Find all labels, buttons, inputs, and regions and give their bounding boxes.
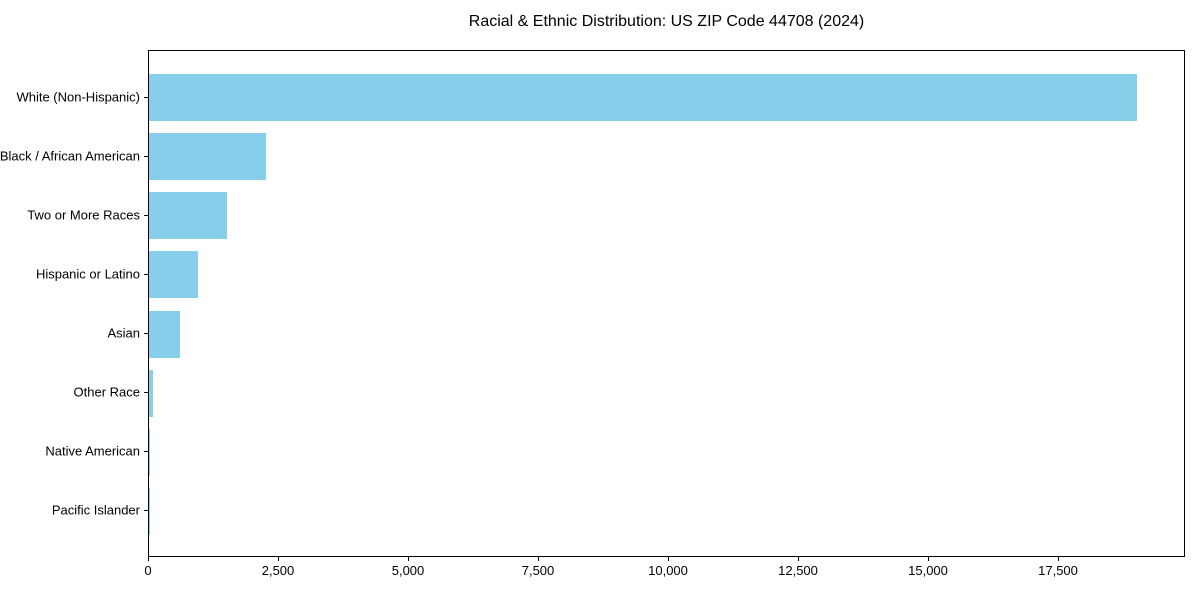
x-tick-label: 2,500 — [261, 563, 295, 578]
y-tick-mark — [144, 97, 148, 98]
y-tick-mark — [144, 274, 148, 275]
x-tick-label: 7,500 — [521, 563, 555, 578]
x-tick-mark — [408, 557, 409, 561]
y-tick-mark — [144, 215, 148, 216]
bar-hispanic-or-latino — [149, 251, 199, 298]
bar-asian — [149, 311, 181, 358]
y-tick-label: White (Non-Hispanic) — [16, 89, 140, 105]
bar-white-non-hispanic — [149, 74, 1137, 121]
x-tick-label: 15,000 — [908, 563, 948, 578]
plot-area — [148, 50, 1185, 557]
x-tick-mark — [148, 557, 149, 561]
y-tick-label: Hispanic or Latino — [35, 266, 140, 282]
x-tick-mark — [798, 557, 799, 561]
bar-pacific-islander — [149, 488, 150, 535]
x-tick-label: 0 — [144, 563, 152, 578]
y-tick-label: Asian — [107, 325, 140, 341]
y-tick-mark — [144, 333, 148, 334]
x-tick-label: 5,000 — [391, 563, 425, 578]
bar-two-or-more-races — [149, 192, 227, 239]
y-tick-label: Native American — [45, 443, 140, 459]
bar-native-american — [149, 429, 151, 476]
y-tick-label: Two or More Races — [27, 207, 140, 223]
y-tick-label: Black / African American — [0, 148, 140, 164]
y-tick-mark — [144, 510, 148, 511]
x-tick-mark — [1058, 557, 1059, 561]
bar-black-african-american — [149, 133, 266, 180]
x-tick-label: 10,000 — [648, 563, 688, 578]
x-tick-label: 17,500 — [1038, 563, 1078, 578]
chart-title: Racial & Ethnic Distribution: US ZIP Cod… — [468, 13, 865, 30]
y-tick-label: Other Race — [73, 384, 140, 400]
x-tick-mark — [278, 557, 279, 561]
x-tick-mark — [928, 557, 929, 561]
x-tick-mark — [668, 557, 669, 561]
x-tick-label: 12,500 — [778, 563, 818, 578]
y-tick-mark — [144, 156, 148, 157]
x-tick-mark — [538, 557, 539, 561]
bar-other-race — [149, 370, 153, 417]
y-tick-label: Pacific Islander — [51, 502, 140, 518]
y-tick-mark — [144, 392, 148, 393]
y-tick-mark — [144, 451, 148, 452]
